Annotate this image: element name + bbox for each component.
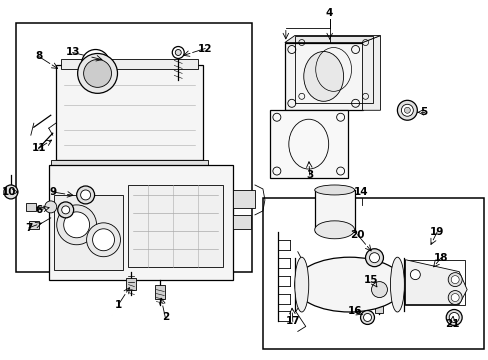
Text: 4: 4	[325, 8, 333, 18]
Ellipse shape	[314, 185, 354, 195]
Circle shape	[63, 212, 89, 238]
Circle shape	[401, 104, 412, 116]
Circle shape	[446, 310, 461, 325]
Text: 21: 21	[444, 319, 459, 329]
Ellipse shape	[314, 221, 354, 239]
Bar	[128, 185, 223, 267]
Bar	[405, 260, 464, 305]
Circle shape	[78, 54, 117, 93]
Text: 9: 9	[49, 187, 56, 197]
Text: 10: 10	[1, 187, 16, 197]
Circle shape	[363, 314, 371, 321]
Text: 13: 13	[65, 48, 80, 58]
Circle shape	[450, 293, 458, 302]
Ellipse shape	[294, 257, 404, 312]
Circle shape	[172, 46, 184, 58]
Text: 11: 11	[32, 143, 46, 153]
Circle shape	[447, 273, 461, 287]
Circle shape	[92, 229, 114, 251]
Circle shape	[61, 206, 69, 214]
Circle shape	[77, 186, 94, 204]
Text: 12: 12	[198, 44, 212, 54]
Bar	[233, 190, 254, 208]
Bar	[155, 285, 165, 298]
Text: 5: 5	[420, 107, 427, 117]
Bar	[233, 215, 250, 229]
Text: 1: 1	[115, 300, 122, 310]
Bar	[29, 221, 39, 229]
Circle shape	[86, 54, 104, 72]
Bar	[126, 278, 136, 289]
Bar	[375, 298, 383, 314]
Bar	[16, 23, 251, 272]
Ellipse shape	[294, 257, 308, 312]
Text: 16: 16	[346, 306, 361, 316]
Circle shape	[58, 202, 74, 218]
Text: 6: 6	[35, 205, 42, 215]
Text: 19: 19	[429, 227, 444, 237]
Circle shape	[175, 50, 181, 55]
Text: 14: 14	[353, 187, 368, 197]
Polygon shape	[285, 36, 380, 42]
Bar	[54, 195, 123, 270]
Circle shape	[81, 50, 109, 77]
Bar	[314, 190, 354, 232]
Circle shape	[57, 205, 96, 245]
Circle shape	[365, 249, 383, 267]
Text: 20: 20	[349, 230, 364, 240]
Bar	[285, 42, 362, 110]
Circle shape	[448, 312, 458, 323]
Circle shape	[371, 282, 386, 298]
Bar	[294, 36, 372, 103]
Text: 3: 3	[305, 170, 313, 180]
Circle shape	[404, 107, 409, 113]
Text: 15: 15	[364, 275, 378, 285]
Text: 2: 2	[162, 312, 168, 323]
Text: 17: 17	[285, 316, 300, 327]
Circle shape	[450, 276, 458, 284]
Circle shape	[397, 100, 416, 120]
Ellipse shape	[389, 257, 404, 312]
Ellipse shape	[303, 51, 343, 101]
Text: 8: 8	[35, 51, 42, 62]
Circle shape	[83, 59, 111, 87]
Circle shape	[45, 201, 57, 213]
Bar	[269, 110, 347, 178]
Bar	[56, 66, 203, 160]
Bar	[51, 160, 208, 172]
Bar	[49, 165, 233, 280]
Text: 7: 7	[25, 223, 33, 233]
Bar	[26, 203, 36, 211]
Circle shape	[81, 190, 90, 200]
Circle shape	[447, 291, 461, 305]
Circle shape	[86, 223, 120, 257]
Bar	[61, 59, 198, 69]
Polygon shape	[362, 36, 380, 110]
Polygon shape	[405, 260, 466, 305]
Circle shape	[409, 270, 420, 280]
Circle shape	[369, 253, 379, 263]
Bar	[263, 198, 483, 349]
Circle shape	[4, 185, 18, 199]
Text: 18: 18	[433, 253, 447, 263]
Circle shape	[360, 310, 374, 324]
